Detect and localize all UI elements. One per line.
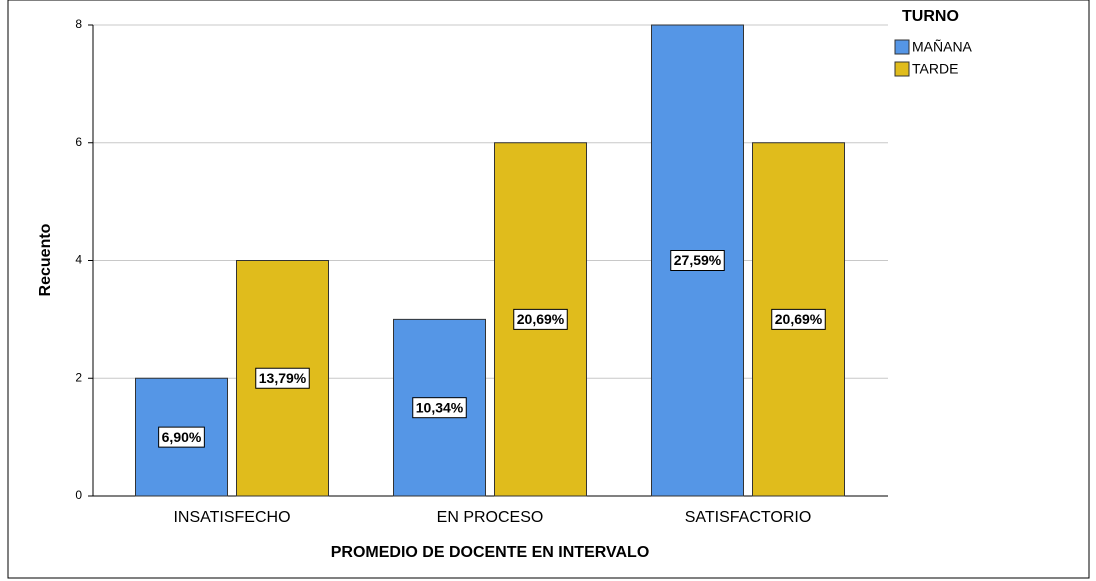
y-tick-label: 4: [75, 253, 82, 267]
x-axis-title: PROMEDIO DE DOCENTE EN INTERVALO: [331, 544, 650, 561]
y-tick-label: 2: [75, 370, 82, 384]
value-label-box: [513, 308, 568, 330]
y-tick-label: 8: [75, 17, 82, 31]
value-label-box: [158, 426, 205, 448]
value-label: 20,69%: [775, 311, 823, 327]
value-label-box: [255, 367, 310, 389]
value-label: 6,90%: [162, 429, 202, 445]
value-label-box: [670, 250, 725, 271]
legend-label: TARDE: [912, 61, 958, 77]
value-label: 13,79%: [259, 370, 307, 386]
value-label: 20,69%: [517, 311, 565, 327]
x-tick-label: SATISFACTORIO: [685, 509, 812, 526]
y-axis-title: Recuento: [37, 223, 54, 296]
x-tick-label: INSATISFECHO: [173, 509, 290, 526]
x-tick-label: EN PROCESO: [437, 509, 544, 526]
legend-swatch: [894, 61, 910, 77]
value-label-box: [412, 397, 467, 419]
y-tick-label: 6: [75, 135, 82, 149]
value-label: 10,34%: [416, 399, 464, 415]
legend-title: TURNO: [902, 8, 959, 25]
y-tick-label: 0: [75, 488, 82, 502]
legend-swatch: [894, 39, 910, 55]
value-label: 27,59%: [674, 252, 722, 268]
legend-label: MAÑANA: [912, 39, 973, 55]
value-label-box: [771, 308, 826, 330]
